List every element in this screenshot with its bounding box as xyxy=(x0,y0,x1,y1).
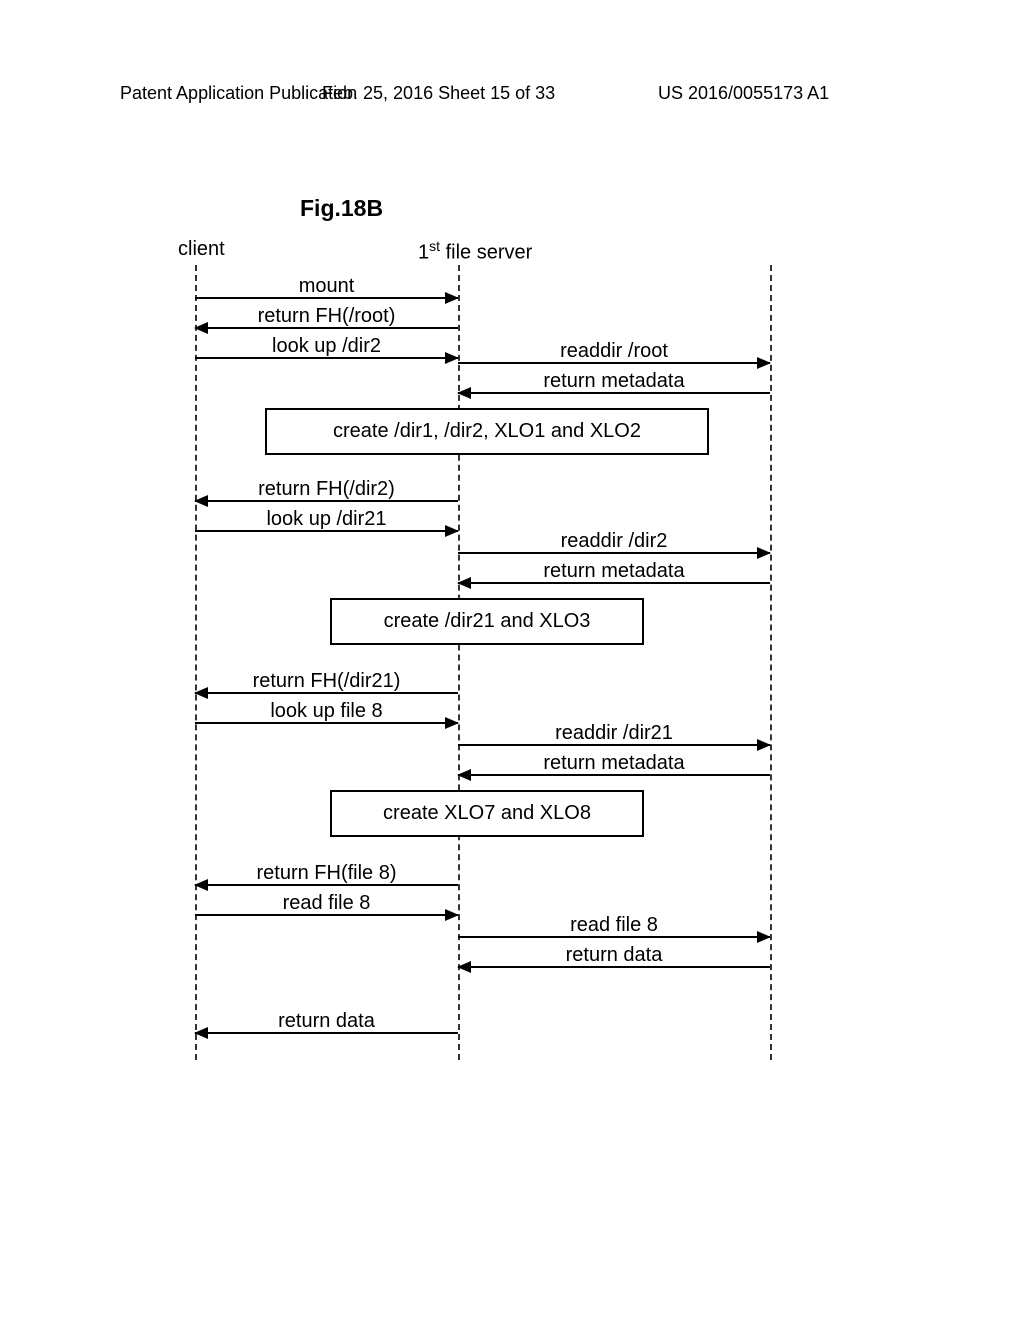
message-label: return data xyxy=(458,944,770,967)
actor-client-label: client xyxy=(178,238,225,261)
message-label: return metadata xyxy=(458,560,770,583)
actor-server-label: 1st file server xyxy=(418,238,532,265)
process-box: create /dir21 and XLO3 xyxy=(330,598,644,645)
message-line xyxy=(458,362,770,364)
message-line xyxy=(195,500,458,502)
message-line xyxy=(458,744,770,746)
message-label: return FH(file 8) xyxy=(195,862,458,885)
page: Patent Application Publication Feb. 25, … xyxy=(0,0,1024,1320)
message-label: return data xyxy=(195,1010,458,1033)
server-suffix: file server xyxy=(440,242,532,264)
figure-title: Fig.18B xyxy=(300,195,383,222)
message-label: read file 8 xyxy=(458,914,770,937)
message-label: return FH(/dir21) xyxy=(195,670,458,693)
arrowhead-right-icon xyxy=(445,292,459,304)
arrowhead-left-icon xyxy=(194,322,208,334)
arrowhead-left-icon xyxy=(194,495,208,507)
message-line xyxy=(458,582,770,584)
message-line xyxy=(458,774,770,776)
message-line xyxy=(195,357,458,359)
lifeline-client xyxy=(195,265,197,1060)
message-label: read file 8 xyxy=(195,892,458,915)
message-line xyxy=(458,966,770,968)
server-sup: st xyxy=(429,238,440,254)
message-line xyxy=(458,936,770,938)
arrowhead-left-icon xyxy=(457,769,471,781)
message-line xyxy=(458,552,770,554)
arrowhead-left-icon xyxy=(194,687,208,699)
message-label: return FH(/root) xyxy=(195,305,458,328)
arrowhead-right-icon xyxy=(757,547,771,559)
arrowhead-right-icon xyxy=(757,739,771,751)
process-box: create /dir1, /dir2, XLO1 and XLO2 xyxy=(265,408,709,455)
message-label: return metadata xyxy=(458,370,770,393)
message-line xyxy=(458,392,770,394)
arrowhead-left-icon xyxy=(457,961,471,973)
arrowhead-right-icon xyxy=(445,525,459,537)
message-label: look up /dir21 xyxy=(195,508,458,531)
message-line xyxy=(195,297,458,299)
message-label: look up file 8 xyxy=(195,700,458,723)
message-label: return FH(/dir2) xyxy=(195,478,458,501)
message-line xyxy=(195,914,458,916)
arrowhead-right-icon xyxy=(445,909,459,921)
message-label: look up /dir2 xyxy=(195,335,458,358)
header-date-sheet: Feb. 25, 2016 Sheet 15 of 33 xyxy=(322,83,555,104)
server-prefix: 1 xyxy=(418,242,429,264)
message-label: mount xyxy=(195,275,458,298)
arrowhead-right-icon xyxy=(757,357,771,369)
arrowhead-right-icon xyxy=(757,931,771,943)
process-box: create XLO7 and XLO8 xyxy=(330,790,644,837)
message-line xyxy=(195,884,458,886)
arrowhead-right-icon xyxy=(445,352,459,364)
header-pub-number: US 2016/0055173 A1 xyxy=(658,83,829,104)
arrowhead-left-icon xyxy=(457,387,471,399)
message-label: return metadata xyxy=(458,752,770,775)
message-label: readdir /dir21 xyxy=(458,722,770,745)
message-label: readdir /root xyxy=(458,340,770,363)
arrowhead-left-icon xyxy=(457,577,471,589)
message-line xyxy=(195,722,458,724)
arrowhead-left-icon xyxy=(194,1027,208,1039)
message-label: readdir /dir2 xyxy=(458,530,770,553)
arrowhead-right-icon xyxy=(445,717,459,729)
message-line xyxy=(195,1032,458,1034)
message-line xyxy=(195,530,458,532)
arrowhead-left-icon xyxy=(194,879,208,891)
message-line xyxy=(195,692,458,694)
message-line xyxy=(195,327,458,329)
